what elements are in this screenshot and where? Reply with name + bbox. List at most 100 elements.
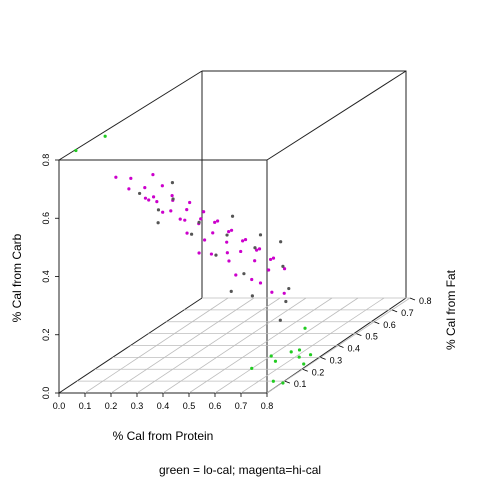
data-point-hi-cal bbox=[202, 210, 206, 214]
data-point-hi-cal bbox=[211, 231, 215, 235]
data-point-hi-cal bbox=[185, 231, 189, 235]
y-tick-mark bbox=[338, 345, 344, 348]
data-point-lo-cal bbox=[103, 134, 107, 138]
data-point-hi-cal bbox=[209, 252, 214, 256]
x-tick-label: 0.2 bbox=[105, 401, 118, 411]
data-point-hi-cal bbox=[234, 273, 238, 277]
box-edge-top-left bbox=[58, 70, 203, 161]
data-point-other bbox=[190, 232, 194, 236]
grid-line-x bbox=[188, 297, 333, 394]
data-point-hi-cal bbox=[268, 257, 273, 262]
data-point-other bbox=[281, 264, 285, 268]
axis-ticks: 0.0 0.1 0.2 0.3 0.4 0.5 0.6 0.7 0.8 0.1 0.2 0.3 0.4 0… bbox=[41, 154, 432, 411]
data-point-other bbox=[287, 286, 291, 291]
y-tick-label: 0.6 bbox=[383, 320, 396, 330]
data-point-hi-cal bbox=[257, 247, 262, 251]
data-points bbox=[74, 134, 313, 385]
chart-caption: green = lo-cal; magenta=hi-cal bbox=[159, 463, 321, 477]
data-point-hi-cal bbox=[225, 240, 229, 244]
y-tick-mark bbox=[284, 380, 291, 384]
y-tick-label: 0.4 bbox=[348, 344, 361, 354]
data-point-lo-cal bbox=[271, 379, 275, 383]
data-point-hi-cal bbox=[199, 217, 203, 221]
data-point-hi-cal bbox=[250, 277, 254, 282]
y-tick-label: 0.7 bbox=[401, 308, 414, 318]
data-point-other bbox=[250, 294, 254, 298]
y-tick-mark bbox=[391, 309, 398, 313]
data-point-other bbox=[171, 197, 175, 201]
data-point-hi-cal bbox=[127, 187, 131, 191]
data-point-lo-cal bbox=[74, 148, 78, 153]
z-tick-label: 0.0 bbox=[41, 387, 51, 400]
z-axis-label: % Cal from Carb bbox=[10, 233, 24, 322]
data-point-hi-cal bbox=[143, 196, 148, 200]
data-point-other bbox=[278, 318, 282, 322]
data-point-hi-cal bbox=[129, 176, 133, 180]
data-point-other bbox=[258, 233, 263, 237]
data-point-hi-cal bbox=[178, 217, 182, 221]
data-point-lo-cal bbox=[250, 366, 254, 370]
y-tick-mark bbox=[356, 333, 362, 336]
data-point-lo-cal bbox=[297, 348, 302, 352]
y-tick-mark bbox=[409, 297, 416, 301]
data-point-hi-cal bbox=[243, 237, 248, 242]
x-axis-label: % Cal from Protein bbox=[113, 429, 214, 443]
data-point-hi-cal bbox=[239, 249, 243, 254]
data-point-other bbox=[242, 272, 246, 276]
y-tick-label: 0.3 bbox=[330, 355, 343, 365]
y-tick-label: 0.2 bbox=[312, 367, 325, 377]
z-tick-label: 0.4 bbox=[41, 270, 51, 283]
y-tick-mark bbox=[302, 368, 308, 372]
y-tick-mark bbox=[320, 357, 326, 360]
data-point-hi-cal bbox=[229, 228, 234, 232]
data-point-hi-cal bbox=[267, 268, 271, 272]
data-point-lo-cal bbox=[269, 354, 273, 358]
x-tick-label: 0.5 bbox=[183, 401, 196, 411]
data-point-hi-cal bbox=[225, 251, 229, 255]
data-point-other bbox=[253, 246, 257, 250]
y-tick-label: 0.1 bbox=[294, 379, 307, 389]
data-point-other bbox=[138, 191, 142, 196]
data-point-hi-cal bbox=[271, 256, 276, 260]
y-tick-label: 0.5 bbox=[365, 332, 378, 342]
data-point-lo-cal bbox=[302, 362, 306, 366]
data-point-hi-cal bbox=[282, 267, 287, 271]
x-tick-label: 0.7 bbox=[235, 401, 248, 411]
data-point-hi-cal bbox=[185, 208, 189, 212]
data-point-other bbox=[214, 253, 218, 257]
data-point-lo-cal bbox=[308, 353, 313, 357]
data-point-hi-cal bbox=[183, 218, 187, 222]
data-point-hi-cal bbox=[161, 210, 165, 214]
box-edge-top-right bbox=[266, 70, 407, 161]
data-point-hi-cal bbox=[241, 239, 245, 243]
data-point-lo-cal bbox=[297, 355, 301, 359]
data-point-hi-cal bbox=[151, 173, 155, 177]
data-point-other bbox=[197, 220, 201, 224]
data-point-hi-cal bbox=[255, 248, 259, 252]
x-tick-label: 0.1 bbox=[79, 401, 92, 411]
z-tick-label: 0.6 bbox=[41, 212, 51, 225]
floor-grid bbox=[76, 297, 411, 394]
data-point-other bbox=[284, 299, 288, 304]
data-point-other bbox=[229, 289, 233, 293]
z-tick-label: 0.2 bbox=[41, 328, 51, 341]
data-point-hi-cal bbox=[169, 209, 173, 213]
x-tick-label: 0.6 bbox=[209, 401, 222, 411]
data-point-hi-cal bbox=[155, 200, 159, 204]
data-point-hi-cal bbox=[160, 184, 164, 188]
data-point-other bbox=[225, 233, 229, 237]
data-point-hi-cal bbox=[258, 281, 263, 285]
data-point-hi-cal bbox=[114, 175, 118, 179]
data-point-other bbox=[156, 221, 160, 225]
box-back-panel bbox=[202, 70, 407, 298]
grid-line-x bbox=[240, 297, 385, 394]
data-point-hi-cal bbox=[143, 186, 147, 190]
data-point-hi-cal bbox=[170, 193, 174, 198]
data-point-hi-cal bbox=[270, 290, 274, 294]
data-point-hi-cal bbox=[253, 259, 257, 263]
data-point-hi-cal bbox=[227, 259, 231, 263]
data-point-lo-cal bbox=[273, 359, 278, 363]
y-tick-mark bbox=[374, 321, 380, 325]
data-point-other bbox=[156, 208, 161, 212]
